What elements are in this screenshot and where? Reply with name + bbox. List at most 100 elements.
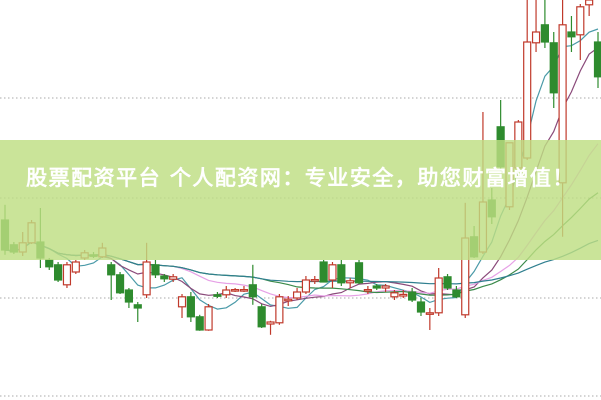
candle-body bbox=[142, 261, 151, 296]
candle bbox=[310, 276, 319, 284]
candle-body bbox=[292, 291, 302, 299]
candle bbox=[204, 304, 213, 331]
candle bbox=[416, 298, 426, 316]
candle-body bbox=[133, 304, 142, 309]
candle bbox=[443, 274, 452, 290]
candle bbox=[54, 262, 63, 282]
candle bbox=[593, 32, 601, 88]
candle bbox=[381, 284, 390, 292]
candle-body bbox=[452, 289, 461, 298]
candle-body bbox=[151, 264, 160, 276]
candle bbox=[531, 0, 541, 52]
candle bbox=[434, 268, 443, 316]
candle bbox=[567, 16, 576, 52]
candle-body bbox=[62, 264, 72, 286]
candle bbox=[151, 260, 160, 278]
candle bbox=[239, 286, 249, 292]
candle bbox=[328, 262, 337, 288]
candle bbox=[363, 286, 372, 294]
candle-body bbox=[195, 316, 204, 331]
candle-body bbox=[372, 285, 381, 289]
candle-body bbox=[540, 24, 549, 43]
candle-body bbox=[434, 277, 443, 314]
candle-body bbox=[284, 298, 293, 302]
candle bbox=[576, 4, 585, 60]
candle bbox=[523, 0, 532, 160]
candle bbox=[337, 260, 346, 286]
candle-body bbox=[363, 289, 372, 292]
candle-body bbox=[399, 293, 408, 297]
candle bbox=[115, 272, 125, 294]
candle bbox=[408, 288, 417, 302]
candle bbox=[107, 262, 116, 300]
candle bbox=[372, 284, 381, 290]
candle bbox=[452, 286, 461, 298]
title-banner bbox=[0, 140, 601, 260]
candle-body bbox=[231, 289, 240, 292]
candle-body bbox=[107, 264, 116, 276]
candle-body bbox=[319, 261, 328, 283]
candle bbox=[301, 276, 311, 294]
candle-body bbox=[54, 264, 63, 281]
candle bbox=[213, 292, 222, 298]
candle bbox=[292, 288, 302, 300]
candle bbox=[169, 274, 178, 282]
candle bbox=[319, 260, 328, 283]
candle bbox=[266, 320, 275, 335]
candle bbox=[540, 0, 549, 48]
candle bbox=[62, 262, 72, 288]
candle-body bbox=[585, 0, 594, 6]
candle bbox=[275, 294, 284, 325]
banner-title: 股票配资平台 个人配资网：专业安全，助您财富增值！ bbox=[26, 166, 575, 190]
candle-body bbox=[443, 276, 452, 289]
candle-body bbox=[160, 275, 169, 280]
candle-body bbox=[115, 274, 125, 294]
candle bbox=[346, 278, 355, 288]
candle bbox=[231, 288, 240, 292]
candle bbox=[186, 292, 195, 322]
candle-body bbox=[593, 41, 601, 78]
candle bbox=[257, 304, 266, 328]
candle bbox=[177, 294, 187, 318]
candle bbox=[549, 32, 558, 108]
candle-body bbox=[337, 264, 346, 284]
candle-body bbox=[45, 259, 54, 268]
candle bbox=[425, 308, 434, 330]
candle-body bbox=[346, 280, 355, 284]
candle bbox=[71, 260, 80, 274]
candle-body bbox=[213, 294, 222, 297]
candle-body bbox=[310, 279, 319, 282]
candle bbox=[124, 288, 134, 308]
candle bbox=[222, 286, 231, 298]
candle bbox=[399, 290, 408, 298]
candle-body bbox=[567, 31, 576, 38]
candle-body bbox=[354, 262, 364, 284]
candle-body bbox=[239, 289, 249, 292]
candle-body bbox=[301, 279, 311, 293]
candle bbox=[354, 260, 364, 284]
candle-body bbox=[408, 291, 417, 301]
candle-body bbox=[266, 321, 275, 325]
candle bbox=[195, 314, 204, 331]
candle-body bbox=[328, 264, 337, 281]
candle-body bbox=[390, 292, 399, 298]
candle-body bbox=[425, 312, 434, 315]
candle-body bbox=[71, 261, 80, 273]
candle-body bbox=[186, 296, 195, 318]
candle-body bbox=[416, 301, 426, 313]
candle bbox=[133, 302, 142, 322]
candle-body bbox=[177, 296, 187, 308]
candle bbox=[284, 296, 293, 306]
candle-body bbox=[248, 284, 257, 298]
candle-body bbox=[222, 289, 231, 296]
candle-body bbox=[275, 296, 284, 324]
candle-body bbox=[124, 289, 134, 303]
candle-body bbox=[169, 276, 178, 280]
candle bbox=[390, 290, 399, 300]
candle bbox=[45, 258, 54, 270]
candle bbox=[160, 274, 169, 282]
candle-body bbox=[204, 306, 213, 331]
candle-body bbox=[257, 306, 266, 328]
candle-body bbox=[576, 6, 585, 36]
